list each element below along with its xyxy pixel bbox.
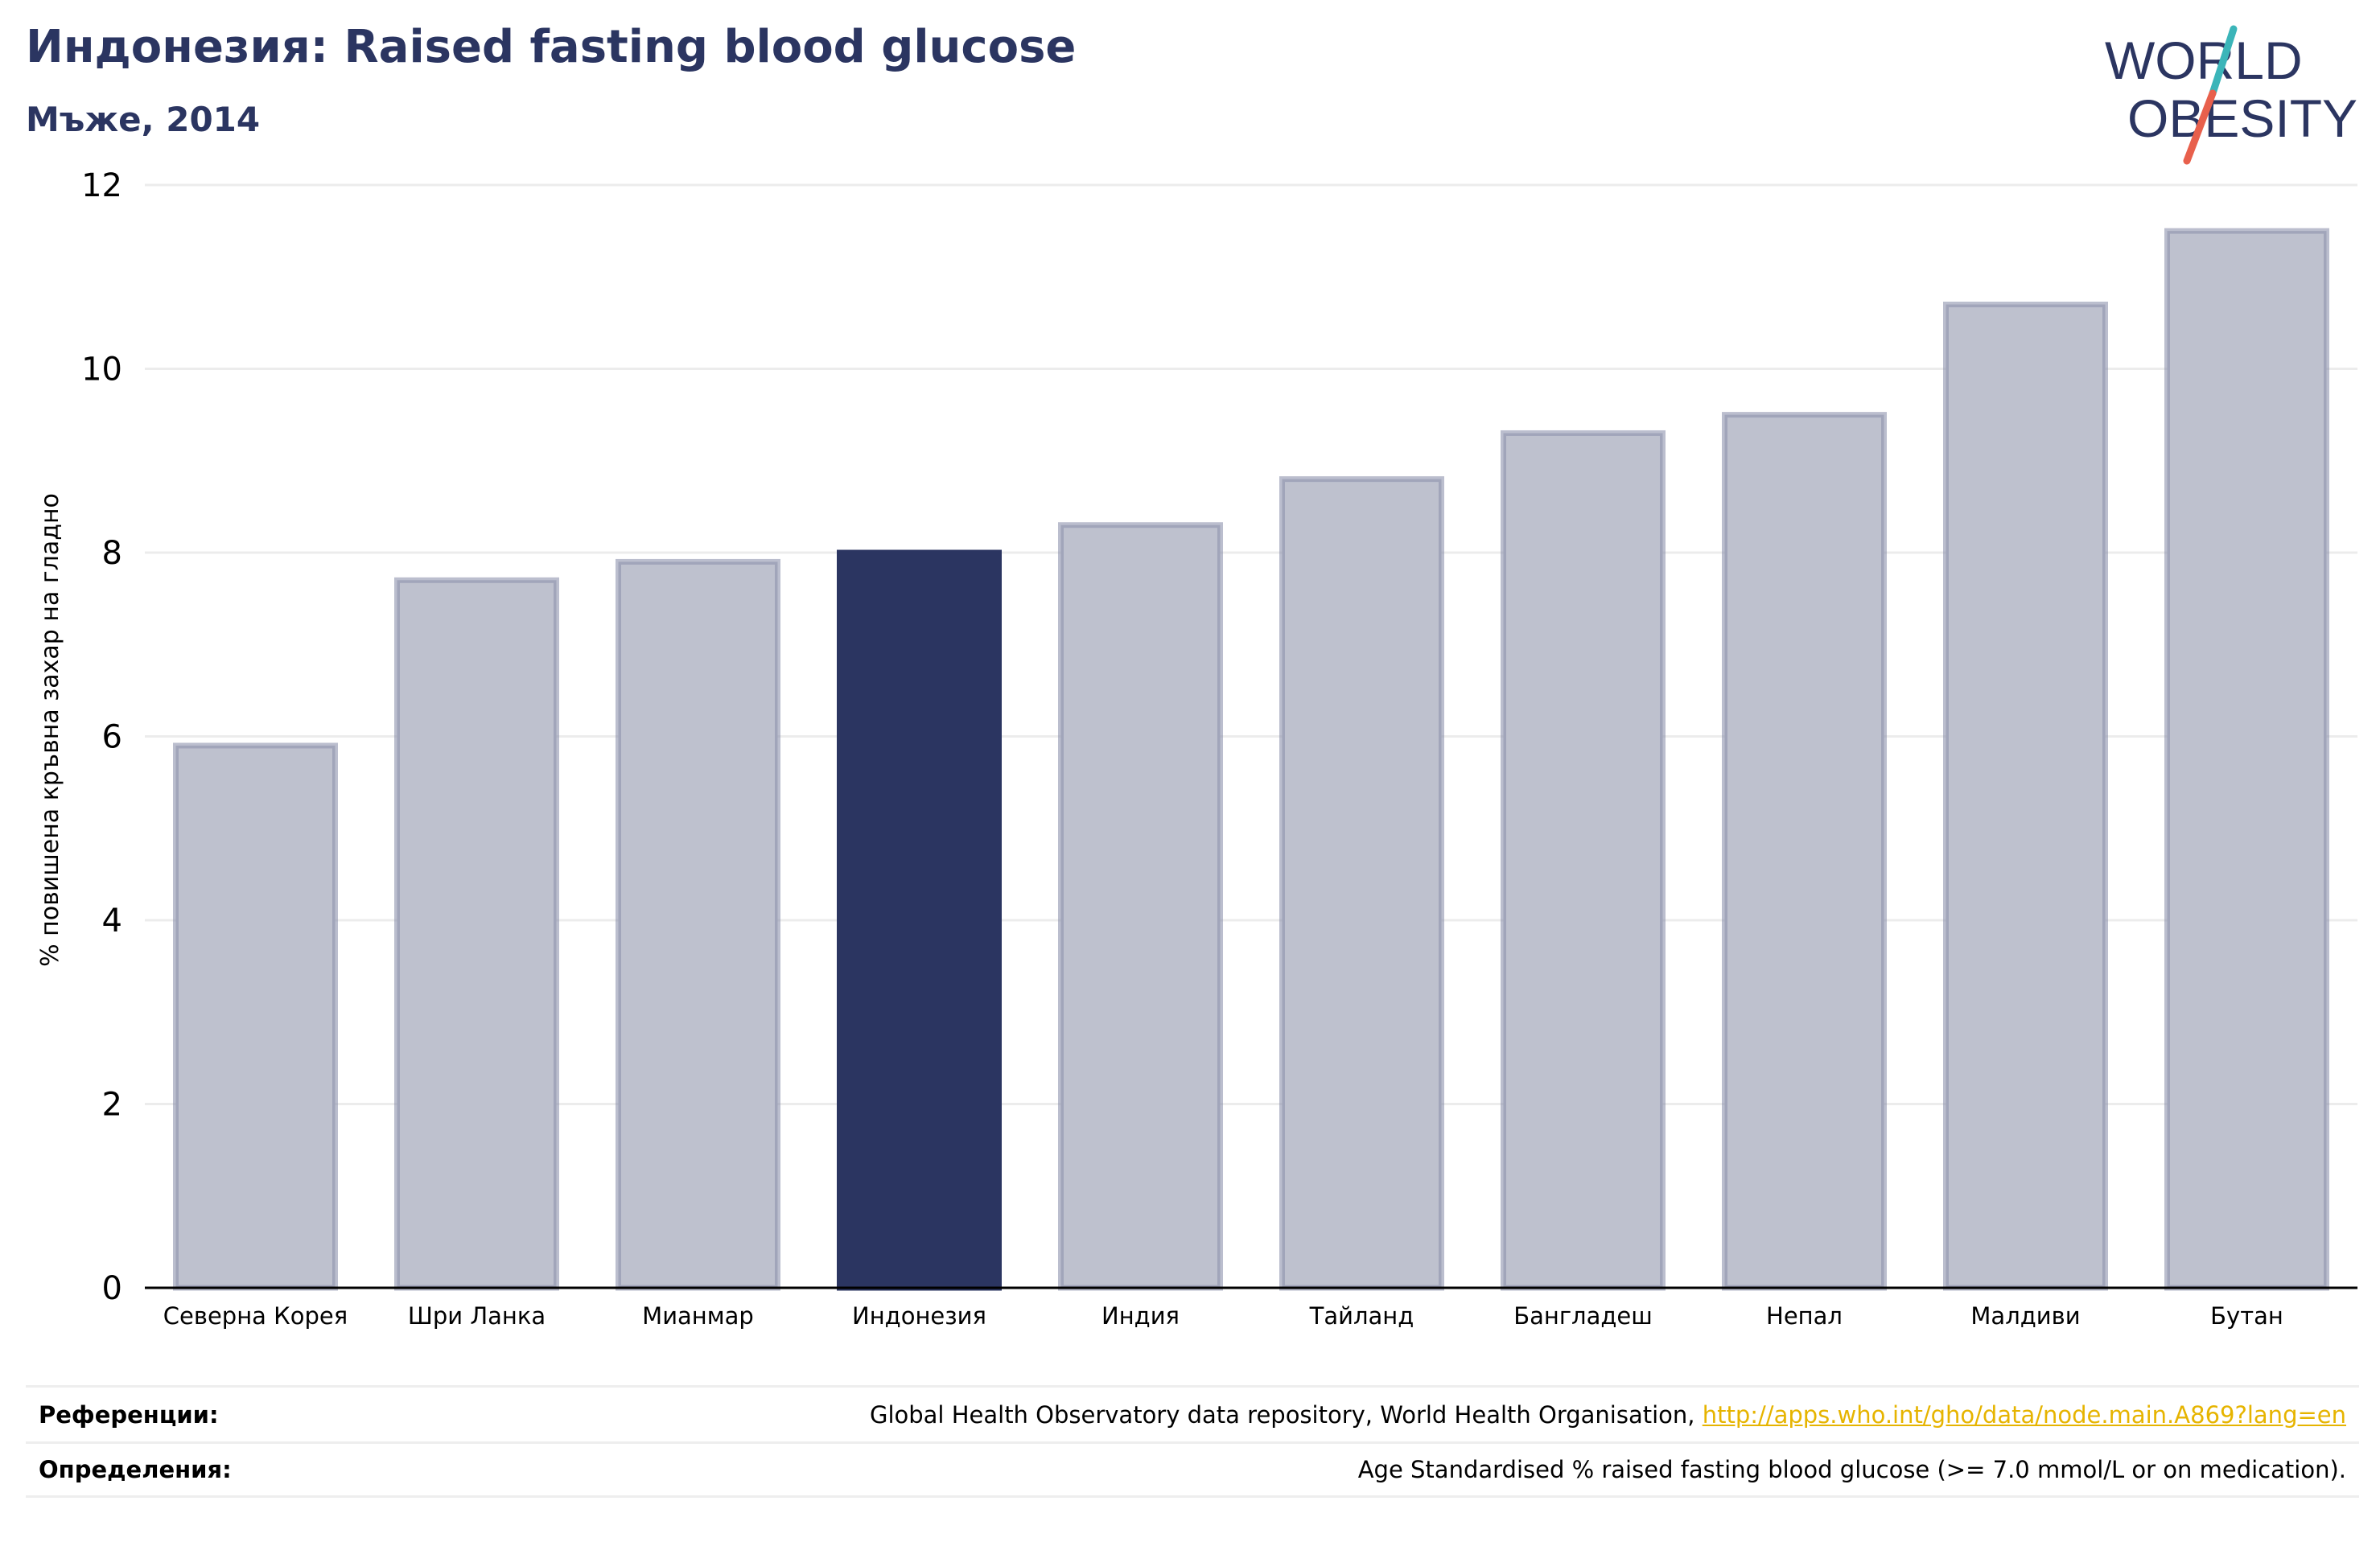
logo-slash-bottom (2183, 89, 2217, 165)
x-tick-label: Северна Корея (163, 1302, 348, 1330)
references-link[interactable]: http://apps.who.int/gho/data/node.main.A… (1702, 1400, 2346, 1429)
x-tick-label: Непал (1766, 1302, 1843, 1330)
x-tick-labels: Северна Корея Шри Ланка Мианмар Индонезия Ин… (163, 1302, 2283, 1330)
bar-4 (1058, 522, 1223, 1291)
logo-slash-top (2209, 25, 2238, 97)
page-subtitle: Мъже, 2014 (26, 100, 261, 139)
definitions-row: Определения: Age Standardised % raised f… (26, 1441, 2359, 1498)
y-tick-label: 10 (81, 352, 122, 389)
y-tick-label: 6 (102, 719, 122, 756)
bar-3 (837, 549, 1002, 1291)
x-tick-label: Бангладеш (1513, 1302, 1653, 1330)
bar-6 (1501, 430, 1666, 1291)
y-tick-label: 2 (102, 1087, 122, 1124)
y-tick-label: 12 (81, 167, 122, 204)
definitions-value: Age Standardised % raised fasting blood … (1357, 1456, 2346, 1483)
y-tick-label: 4 (102, 903, 122, 940)
references-row: Референции: Global Health Observatory da… (26, 1385, 2359, 1441)
bar-2 (616, 558, 780, 1291)
definitions-label: Определения: (39, 1456, 232, 1483)
references-label: Референции: (39, 1400, 219, 1429)
references-value: Global Health Observatory data repositor… (870, 1401, 2346, 1429)
x-tick-label: Шри Ланка (408, 1302, 546, 1330)
y-axis-label: % повишена кръвна захар на гладно (36, 493, 64, 967)
bar-chart: 0 2 4 6 8 10 12 Северна Корея Шри Ланка Мианмар И… (36, 167, 2357, 1330)
logo-line1: WORLD (2105, 31, 2303, 90)
logo-line2: OBESITY (2127, 88, 2357, 148)
bar-5 (1279, 476, 1444, 1291)
x-tick-label: Тайланд (1309, 1302, 1414, 1330)
bars (173, 228, 2329, 1291)
x-tick-label: Бутан (2210, 1302, 2283, 1330)
y-tick-label: 0 (102, 1270, 122, 1307)
x-tick-label: Индия (1101, 1302, 1180, 1330)
x-tick-label: Малдиви (1970, 1302, 2080, 1330)
x-tick-label: Индонезия (852, 1302, 986, 1330)
page-title: Индонезия: Raised fasting blood glucose (26, 21, 1077, 73)
references-text: Global Health Observatory data repositor… (869, 1400, 1703, 1429)
world-obesity-logo: WORLD OBESITY (2105, 25, 2357, 165)
bar-8 (1943, 302, 2108, 1291)
y-tick-label: 8 (102, 535, 122, 572)
bar-9 (2164, 228, 2329, 1291)
bar-7 (1722, 412, 1887, 1291)
x-tick-label: Мианмар (642, 1302, 754, 1330)
bar-0 (173, 742, 338, 1291)
bar-1 (394, 577, 559, 1291)
y-tick-labels: 0 2 4 6 8 10 12 (81, 167, 122, 1307)
footer-table: Референции: Global Health Observatory da… (26, 1385, 2359, 1498)
